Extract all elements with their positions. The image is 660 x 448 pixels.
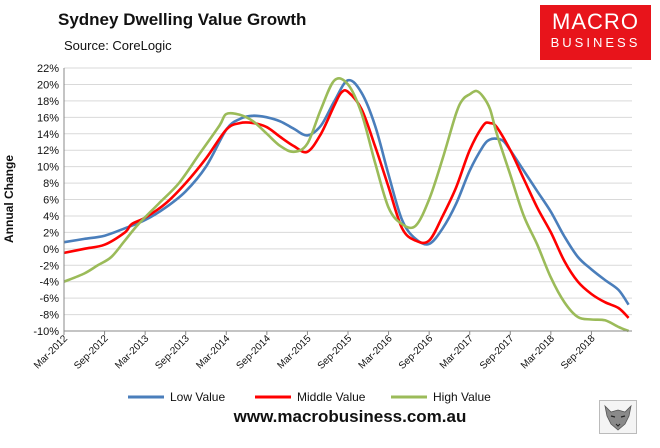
- y-tick-label: 8%: [43, 178, 59, 190]
- x-tick-label: Mar-2017: [438, 333, 476, 371]
- y-tick-label: -8%: [39, 310, 59, 322]
- legend-item-middle-value[interactable]: Middle Value: [255, 390, 366, 404]
- chart-source: Source: CoreLogic: [64, 38, 172, 53]
- y-tick-label: 20%: [37, 79, 59, 91]
- y-tick-label: 16%: [37, 112, 59, 124]
- y-tick-label: 12%: [37, 145, 59, 157]
- series-line-high-value: [63, 77, 630, 333]
- x-tick-label: Sep-2014: [235, 333, 274, 372]
- chart-title: Sydney Dwelling Value Growth: [58, 10, 307, 29]
- y-tick-label: 2%: [43, 227, 59, 239]
- logo-line-2: BUSINESS: [550, 35, 641, 50]
- y-tick-label: 22%: [37, 63, 59, 75]
- legend-label: Middle Value: [297, 390, 366, 404]
- legend-item-high-value[interactable]: High Value: [391, 390, 491, 404]
- y-tick-label: 10%: [37, 162, 59, 174]
- x-tick-label: Sep-2017: [478, 333, 517, 372]
- y-tick-label: 14%: [37, 129, 59, 141]
- x-tick-label: Sep-2012: [72, 333, 111, 372]
- x-tick-label: Mar-2013: [113, 333, 151, 371]
- series-line-low-value: [63, 78, 630, 306]
- y-tick-label: 0%: [43, 244, 59, 256]
- y-tick-label: -6%: [39, 293, 59, 305]
- x-tick-label: Mar-2016: [357, 333, 395, 371]
- footer-url[interactable]: www.macrobusiness.com.au: [233, 407, 467, 426]
- legend-label: Low Value: [170, 390, 225, 404]
- x-tick-label: Sep-2013: [153, 333, 192, 372]
- y-axis-label: Annual Change: [2, 155, 16, 243]
- legend-label: High Value: [433, 390, 491, 404]
- x-tick-label: Sep-2018: [559, 333, 598, 372]
- x-tick-label: Mar-2015: [275, 333, 313, 371]
- y-tick-label: 6%: [43, 195, 59, 207]
- series-line-middle-value: [63, 89, 630, 319]
- legend-item-low-value[interactable]: Low Value: [128, 390, 225, 404]
- macrobusiness-logo[interactable]: MACRO BUSINESS: [540, 5, 651, 60]
- y-tick-label: -4%: [39, 277, 59, 289]
- x-tick-label: Mar-2018: [519, 333, 557, 371]
- x-tick-label: Sep-2015: [316, 333, 355, 372]
- logo-line-1: MACRO: [552, 9, 639, 34]
- y-tick-label: 18%: [37, 96, 59, 108]
- y-tick-label: -10%: [33, 326, 59, 338]
- x-tick-label: Mar-2014: [194, 333, 232, 371]
- x-tick-label: Mar-2012: [32, 333, 70, 371]
- wolf-head-icon: [599, 400, 637, 434]
- y-tick-label: 4%: [43, 211, 59, 223]
- y-tick-label: -2%: [39, 260, 59, 272]
- x-tick-label: Sep-2016: [397, 333, 436, 372]
